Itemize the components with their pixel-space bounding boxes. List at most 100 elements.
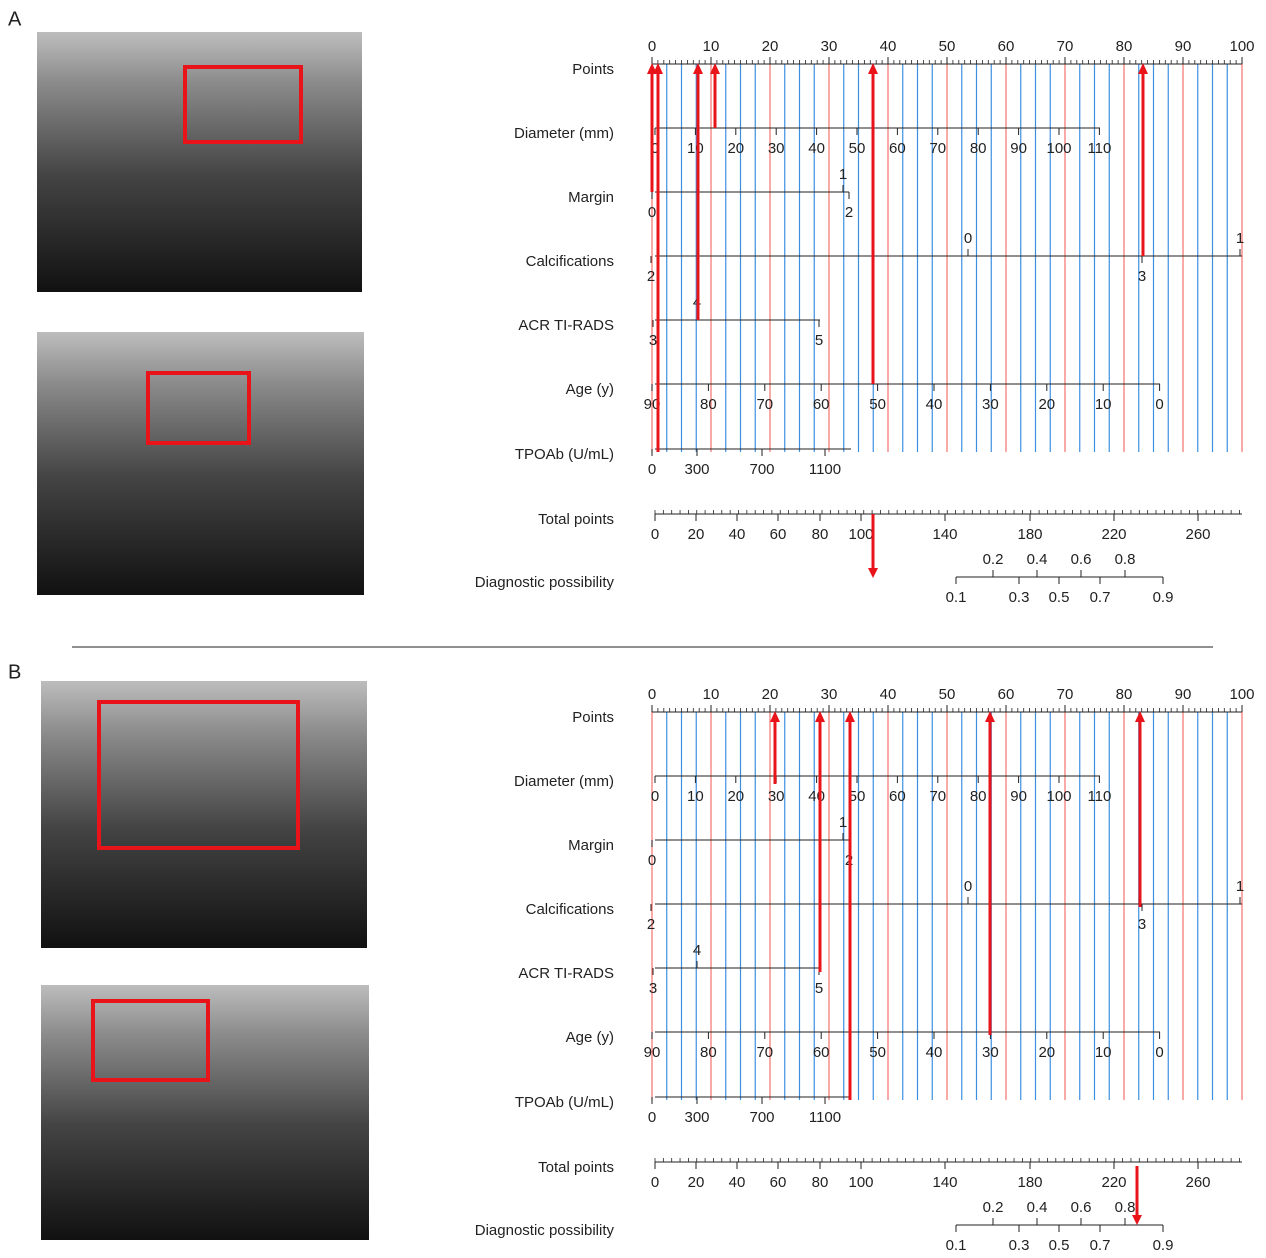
tick-label: 10 [703,686,720,703]
panel-label: B [8,661,21,683]
tick-label: 5 [815,332,823,349]
tick-label: 20 [727,788,744,805]
tick-label: 3 [649,332,657,349]
row-label: Calcifications [526,253,614,270]
tick-label: 80 [700,396,717,413]
tick-label: 3 [1138,268,1146,285]
tick-label: 80 [700,1044,717,1061]
tick-label: 300 [684,1109,709,1126]
panel-label: A [8,8,22,30]
tick-label: 70 [929,140,946,157]
tick-label: 0.8 [1115,1199,1136,1216]
tick-label: 5 [815,980,823,997]
tick-label: 40 [729,1174,746,1191]
tick-label: 4 [693,942,701,959]
arrow-head [868,63,878,74]
figure: APoints0102030405060708090100Diameter (m… [0,0,1266,1253]
tick-label: 20 [727,140,744,157]
tick-label: 80 [812,1174,829,1191]
tick-label: 0.3 [1009,1237,1030,1253]
ultrasound-images [37,32,369,1240]
tick-label: 50 [869,396,886,413]
tick-label: 100 [1046,788,1071,805]
tick-label: 50 [939,686,956,703]
tick-label: 0.2 [983,551,1004,568]
tick-label: 0 [648,852,656,869]
tick-label: 40 [729,526,746,543]
row-label: Total points [538,511,614,528]
tick-label: 40 [808,140,825,157]
tick-label: 60 [889,140,906,157]
row-label: Diameter (mm) [514,125,614,142]
tick-label: 100 [848,526,873,543]
tick-label: 0.5 [1049,589,1070,606]
tick-label: 0 [1155,1044,1163,1061]
tick-label: 10 [1095,1044,1112,1061]
tick-label: 0 [1155,396,1163,413]
tick-label: 30 [982,1044,999,1061]
row-label: Points [572,709,614,726]
tick-label: 0.3 [1009,589,1030,606]
tick-label: 60 [770,1174,787,1191]
row-label: Margin [568,837,614,854]
tick-label: 700 [749,461,774,478]
tick-label: 1 [1236,230,1244,247]
tick-label: 60 [813,396,830,413]
tick-label: 90 [1010,140,1027,157]
tick-label: 110 [1087,788,1111,805]
tick-label: 0 [648,1109,656,1126]
tick-label: 60 [889,788,906,805]
tick-label: 0.6 [1071,551,1092,568]
arrow-head [1132,1215,1142,1225]
tick-label: 70 [929,788,946,805]
tick-label: 50 [939,38,956,55]
tick-label: 180 [1017,526,1042,543]
tick-label: 100 [1229,686,1254,703]
tick-label: 20 [762,686,779,703]
tick-label: 0.4 [1027,1199,1048,1216]
tick-label: 0.4 [1027,551,1048,568]
tick-label: 3 [649,980,657,997]
tick-label: 0.1 [946,589,967,606]
tick-label: 260 [1185,526,1210,543]
tick-label: 1100 [809,1109,841,1126]
tick-label: 20 [688,526,705,543]
row-label: Diameter (mm) [514,773,614,790]
tick-label: 1 [1236,878,1244,895]
tick-label: 3 [1138,916,1146,933]
tick-label: 30 [821,686,838,703]
tick-label: 0.6 [1071,1199,1092,1216]
tick-label: 90 [1175,38,1192,55]
tick-label: 0.1 [946,1237,967,1253]
tick-label: 30 [768,788,785,805]
tick-label: 100 [848,1174,873,1191]
tick-label: 40 [926,1044,943,1061]
tick-label: 0 [648,38,656,55]
tick-label: 700 [749,1109,774,1126]
tick-label: 10 [703,38,720,55]
tick-label: 20 [762,38,779,55]
row-label: Margin [568,189,614,206]
tick-label: 0.7 [1090,589,1111,606]
tick-label: 0.7 [1090,1237,1111,1253]
tick-label: 70 [756,1044,773,1061]
arrow-head [985,711,995,722]
tick-label: 60 [998,38,1015,55]
tick-label: 0.8 [1115,551,1136,568]
tick-label: 0 [964,878,972,895]
row-label: Total points [538,1159,614,1176]
tick-label: 60 [998,686,1015,703]
tick-label: 0 [648,461,656,478]
tick-label: 20 [688,1174,705,1191]
tick-label: 40 [880,38,897,55]
arrow-head [868,568,878,578]
arrow-head [815,711,825,722]
tick-label: 70 [1057,38,1074,55]
tick-label: 80 [812,526,829,543]
tick-label: 0 [651,1174,659,1191]
tick-label: 90 [1175,686,1192,703]
tick-label: 10 [1095,396,1112,413]
tick-label: 60 [770,526,787,543]
tick-label: 80 [970,140,987,157]
tick-label: 90 [644,1044,661,1061]
